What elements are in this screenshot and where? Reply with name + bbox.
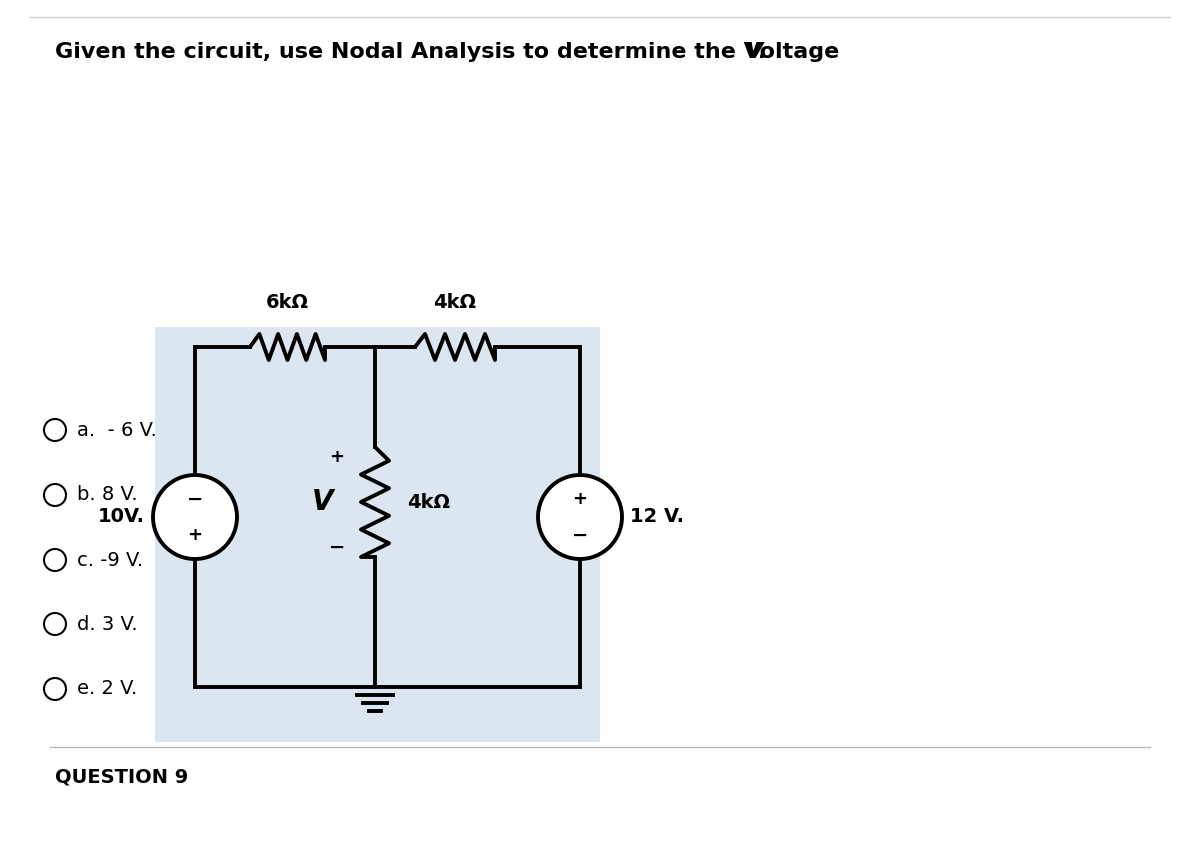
Bar [155,327,600,742]
Text: 12 V.: 12 V. [630,508,684,526]
Text: V.: V. [745,42,767,62]
Text: 4kΩ: 4kΩ [433,293,476,312]
Text: c. -9 V.: c. -9 V. [77,551,143,569]
Text: a.  - 6 V.: a. - 6 V. [77,420,157,440]
Text: +: + [330,448,344,466]
Text: V: V [312,488,334,516]
Text: 4kΩ: 4kΩ [407,493,450,511]
Text: 10V.: 10V. [98,508,145,526]
Text: +: + [572,490,588,508]
Text: e. 2 V.: e. 2 V. [77,679,137,699]
Circle shape [538,475,622,559]
Text: d. 3 V.: d. 3 V. [77,615,138,633]
Text: b. 8 V.: b. 8 V. [77,486,138,504]
Text: −: − [329,537,346,557]
Text: QUESTION 9: QUESTION 9 [55,768,188,786]
Text: +: + [187,526,203,544]
Text: −: − [187,489,203,509]
Circle shape [154,475,238,559]
Text: Given the circuit, use Nodal Analysis to determine the Voltage: Given the circuit, use Nodal Analysis to… [55,42,847,62]
Text: −: − [572,525,588,545]
Text: 6kΩ: 6kΩ [265,293,308,312]
